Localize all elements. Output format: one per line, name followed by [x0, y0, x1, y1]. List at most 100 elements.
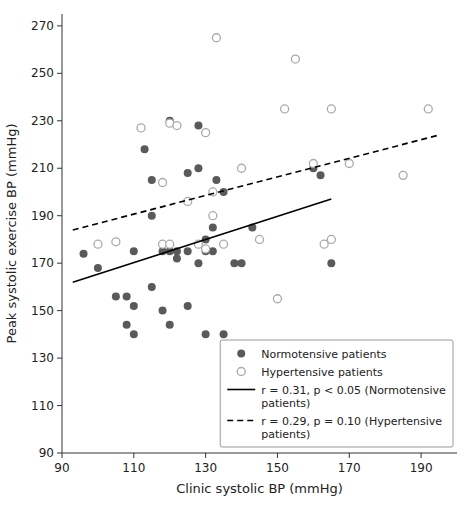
y-tick — [57, 263, 62, 264]
point — [130, 330, 138, 338]
y-tick — [57, 120, 62, 121]
point — [80, 250, 88, 258]
legend-label-line: patients) — [261, 397, 310, 410]
point — [291, 55, 299, 63]
point — [123, 321, 131, 329]
point — [317, 171, 325, 179]
legend: Normotensive patients Hypertensive patien… — [220, 340, 453, 447]
x-tick-label: 110 — [122, 461, 145, 475]
scatter-series — [94, 34, 432, 303]
point — [238, 259, 246, 267]
legend-label-line: Normotensive patients — [261, 348, 386, 361]
point — [209, 212, 217, 220]
x-tick-label: 190 — [410, 461, 433, 475]
legend-swatch — [227, 389, 255, 391]
y-tick-label: 150 — [31, 304, 54, 318]
point — [202, 129, 210, 137]
point — [327, 259, 335, 267]
point — [166, 240, 174, 248]
point — [220, 330, 228, 338]
point — [194, 164, 202, 172]
point — [209, 224, 217, 232]
y-tick — [57, 168, 62, 169]
y-tick-label: 270 — [31, 19, 54, 33]
page: {"chart_data": { "type": "scatter", "x_l… — [0, 0, 473, 505]
x-tick — [62, 453, 63, 458]
y-tick-label: 90 — [39, 446, 54, 460]
point — [130, 247, 138, 255]
point — [424, 105, 432, 113]
y-axis-label: Peak systolic exercise BP (mmHg) — [4, 124, 19, 344]
point — [159, 307, 167, 315]
x-tick — [277, 453, 278, 458]
point — [94, 240, 102, 248]
point — [184, 247, 192, 255]
point — [123, 292, 131, 300]
y-tick — [57, 215, 62, 216]
legend-swatch — [227, 420, 255, 422]
point — [184, 169, 192, 177]
x-tick — [205, 453, 206, 458]
regression-line — [73, 199, 332, 282]
x-tick-label: 130 — [194, 461, 217, 475]
point — [212, 176, 220, 184]
point — [327, 235, 335, 243]
chart: 9011013015017019090110130150170190210230… — [0, 0, 473, 505]
point — [256, 235, 264, 243]
point — [148, 212, 156, 220]
point — [148, 176, 156, 184]
point — [238, 164, 246, 172]
point — [194, 259, 202, 267]
point — [327, 105, 335, 113]
point — [194, 122, 202, 130]
point — [202, 330, 210, 338]
plot-area — [73, 34, 439, 339]
x-tick-label: 150 — [266, 461, 289, 475]
legend-label: r = 0.31, p < 0.05 (Normotensivepatients… — [261, 384, 446, 410]
y-tick — [57, 310, 62, 311]
y-tick — [57, 73, 62, 74]
x-tick-label: 90 — [54, 461, 69, 475]
legend-label: r = 0.29, p = 0.10 (Hypertensivepatients… — [261, 415, 442, 441]
legend-swatch — [237, 368, 245, 376]
axes: 9011013015017019090110130150170190210230… — [31, 14, 457, 475]
point — [173, 122, 181, 130]
y-tick — [57, 358, 62, 359]
point — [112, 238, 120, 246]
point — [112, 292, 120, 300]
point — [184, 302, 192, 310]
point — [212, 34, 220, 42]
point — [173, 254, 181, 262]
point — [230, 259, 238, 267]
point — [137, 124, 145, 132]
y-axis-line — [62, 14, 63, 453]
y-tick-label: 190 — [31, 209, 54, 223]
point — [345, 159, 353, 167]
x-tick — [349, 453, 350, 458]
point — [141, 145, 149, 153]
legend-label: Normotensive patients — [261, 348, 386, 361]
point — [130, 302, 138, 310]
x-tick — [421, 453, 422, 458]
point — [399, 171, 407, 179]
y-tick — [57, 25, 62, 26]
point — [148, 283, 156, 291]
y-tick-label: 170 — [31, 256, 54, 270]
legend-label-line: r = 0.29, p = 0.10 (Hypertensive — [261, 415, 442, 428]
x-tick — [133, 453, 134, 458]
legend-label-line: Hypertensive patients — [261, 366, 383, 379]
y-tick-label: 130 — [31, 351, 54, 365]
legend-label-line: r = 0.31, p < 0.05 (Normotensive — [261, 384, 446, 397]
point — [159, 178, 167, 186]
y-tick-label: 230 — [31, 114, 54, 128]
point — [166, 321, 174, 329]
legend-label-line: patients) — [261, 428, 310, 441]
legend-label: Hypertensive patients — [261, 366, 383, 379]
y-tick — [57, 453, 62, 454]
point — [281, 105, 289, 113]
regression-line — [73, 135, 439, 230]
x-axis-label: Clinic systolic BP (mmHg) — [176, 481, 343, 496]
point — [220, 240, 228, 248]
y-tick — [57, 405, 62, 406]
point — [320, 240, 328, 248]
